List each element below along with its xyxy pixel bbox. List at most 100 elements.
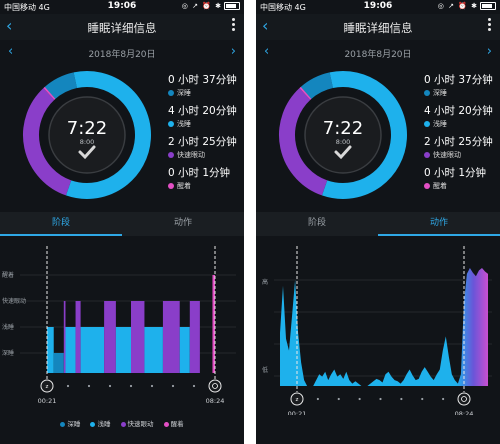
stage-segment bbox=[63, 301, 66, 373]
tab-motion[interactable]: 动作 bbox=[173, 218, 192, 228]
hour-tick bbox=[400, 397, 403, 401]
hour-tick bbox=[421, 397, 424, 401]
stage-segment bbox=[212, 275, 215, 373]
hour-tick bbox=[358, 397, 361, 401]
stage-segment bbox=[47, 327, 54, 373]
check-icon bbox=[334, 145, 352, 160]
donut-slice-3 bbox=[43, 86, 56, 100]
donut-slice-0 bbox=[44, 72, 78, 100]
app-header: ‹ 睡眠详细信息 bbox=[256, 14, 500, 40]
stage-segment bbox=[80, 327, 105, 373]
stage-segment bbox=[53, 353, 64, 373]
clock: 19:06 bbox=[363, 1, 393, 11]
stage-segment bbox=[104, 301, 116, 373]
sleep-icon-glyph: z bbox=[296, 397, 299, 403]
battery-icon bbox=[480, 2, 496, 10]
hour-tick bbox=[337, 397, 340, 401]
start-time: 00:21 bbox=[38, 397, 57, 405]
sleep-icon bbox=[290, 392, 304, 406]
stage-legend: 0 小时 37分钟 深睡 4 小时 20分钟 浅睡 2 小时 25分钟 快速眼动 0 … bbox=[424, 72, 500, 196]
hour-tick bbox=[66, 384, 70, 388]
legend-deep: 0 小时 37分钟 深睡 bbox=[168, 74, 237, 97]
end-time: 08:24 bbox=[206, 397, 225, 405]
alarm-icon bbox=[208, 379, 222, 393]
more-menu-icon[interactable] bbox=[232, 18, 236, 33]
motion-area bbox=[280, 268, 488, 386]
status-bar: 中国移动 4G 19:06 ◎ ↗ ⏰ ✱ bbox=[256, 0, 500, 14]
tab-stage[interactable]: 阶段 bbox=[0, 212, 122, 236]
next-day-icon[interactable]: › bbox=[486, 44, 492, 59]
legend-light: 4 小时 20分钟 浅睡 bbox=[424, 105, 493, 128]
alarm-icon bbox=[457, 392, 471, 406]
stage-segment bbox=[75, 301, 81, 373]
legend-deep: 0 小时 37分钟 深睡 bbox=[424, 74, 493, 97]
stage-segment bbox=[115, 327, 131, 373]
next-day-icon[interactable]: › bbox=[230, 44, 236, 59]
tab-bar: 阶段 动作 bbox=[256, 212, 500, 236]
stage-segment bbox=[131, 301, 145, 373]
tab-motion[interactable]: 动作 bbox=[378, 212, 500, 236]
sleep-duration: 7:22 bbox=[67, 118, 107, 139]
more-menu-icon[interactable] bbox=[488, 18, 492, 33]
donut-slice-1 bbox=[321, 71, 407, 199]
date-label: 2018年8月20日 bbox=[88, 50, 156, 60]
clock: 19:06 bbox=[107, 1, 137, 11]
donut-slice-0 bbox=[300, 72, 334, 100]
donut-center bbox=[304, 96, 382, 174]
donut-slice-3 bbox=[299, 86, 312, 100]
start-time: 00:21 bbox=[288, 410, 307, 415]
stage-segment bbox=[144, 327, 163, 373]
sleep-donut-chart: 7:22 8:00 bbox=[279, 71, 407, 199]
legend-rem: 2 小时 25分钟 快速眼动 bbox=[168, 136, 237, 159]
hour-tick bbox=[108, 384, 112, 388]
status-bar: 中国移动 4G 19:06 ◎ ↗ ⏰ ✱ bbox=[0, 0, 244, 14]
motion-high-label: 高 bbox=[262, 278, 268, 286]
page-title: 睡眠详细信息 bbox=[87, 21, 157, 35]
app-header: ‹ 睡眠详细信息 bbox=[0, 14, 244, 40]
stage-segment bbox=[162, 301, 180, 373]
tab-bar: 阶段 动作 bbox=[0, 212, 244, 236]
sleep-stage-screen: 中国移动 4G 19:06 ◎ ↗ ⏰ ✱ ‹ 睡眠详细信息 ‹ 2018年8月… bbox=[0, 0, 244, 444]
hour-tick bbox=[316, 397, 319, 401]
prev-day-icon[interactable]: ‹ bbox=[264, 44, 270, 59]
stage-axis-label: 醒着 bbox=[2, 271, 14, 279]
stage-axis-label: 快速眼动 bbox=[2, 297, 26, 305]
hour-tick bbox=[129, 384, 133, 388]
hour-tick bbox=[442, 397, 445, 401]
end-time: 08:24 bbox=[455, 410, 474, 415]
back-icon[interactable]: ‹ bbox=[6, 16, 13, 35]
legend-awake: 0 小时 1分钟 醒着 bbox=[424, 167, 487, 190]
hour-tick bbox=[87, 384, 91, 388]
hour-tick bbox=[171, 384, 175, 388]
legend-light: 4 小时 20分钟 浅睡 bbox=[168, 105, 237, 128]
sleep-icon bbox=[40, 379, 54, 393]
carrier-label: 中国移动 4G bbox=[260, 3, 306, 12]
hour-tick bbox=[150, 384, 154, 388]
stage-segment bbox=[179, 327, 190, 373]
back-icon[interactable]: ‹ bbox=[262, 16, 269, 35]
stage-axis-label: 深睡 bbox=[2, 349, 14, 357]
stage-legend: 0 小时 37分钟 深睡 4 小时 20分钟 浅睡 2 小时 25分钟 快速眼动 0 … bbox=[168, 72, 244, 196]
date-navigator: ‹ 2018年8月20日 › bbox=[0, 44, 244, 62]
tab-stage[interactable]: 阶段 bbox=[307, 218, 326, 228]
carrier-label: 中国移动 4G bbox=[4, 3, 50, 12]
stage-segment bbox=[65, 327, 76, 373]
legend-awake: 0 小时 1分钟 醒着 bbox=[168, 167, 231, 190]
hour-tick bbox=[379, 397, 382, 401]
page-title: 睡眠详细信息 bbox=[343, 21, 413, 35]
motion-low-label: 低 bbox=[262, 366, 268, 374]
stage-axis-label: 浅睡 bbox=[2, 323, 14, 331]
sleep-goal: 8:00 bbox=[80, 138, 95, 146]
donut-center bbox=[48, 96, 126, 174]
motion-chart: 高低 z 00:21 08:24 bbox=[262, 246, 492, 415]
alarm-icon-face bbox=[461, 396, 467, 402]
check-icon bbox=[78, 145, 96, 160]
legend-rem: 2 小时 25分钟 快速眼动 bbox=[424, 136, 493, 159]
sleep-duration: 7:22 bbox=[323, 118, 363, 139]
sleep-motion-screen: 中国移动 4G 19:06 ◎ ↗ ⏰ ✱ ‹ 睡眠详细信息 ‹ 2018年8月… bbox=[256, 0, 500, 444]
chart-legend: 深睡 浅睡 快速眼动 醒着 bbox=[0, 418, 244, 428]
sleep-icon-glyph: z bbox=[46, 384, 49, 390]
date-navigator: ‹ 2018年8月20日 › bbox=[256, 44, 500, 62]
hour-tick bbox=[192, 384, 196, 388]
prev-day-icon[interactable]: ‹ bbox=[8, 44, 14, 59]
